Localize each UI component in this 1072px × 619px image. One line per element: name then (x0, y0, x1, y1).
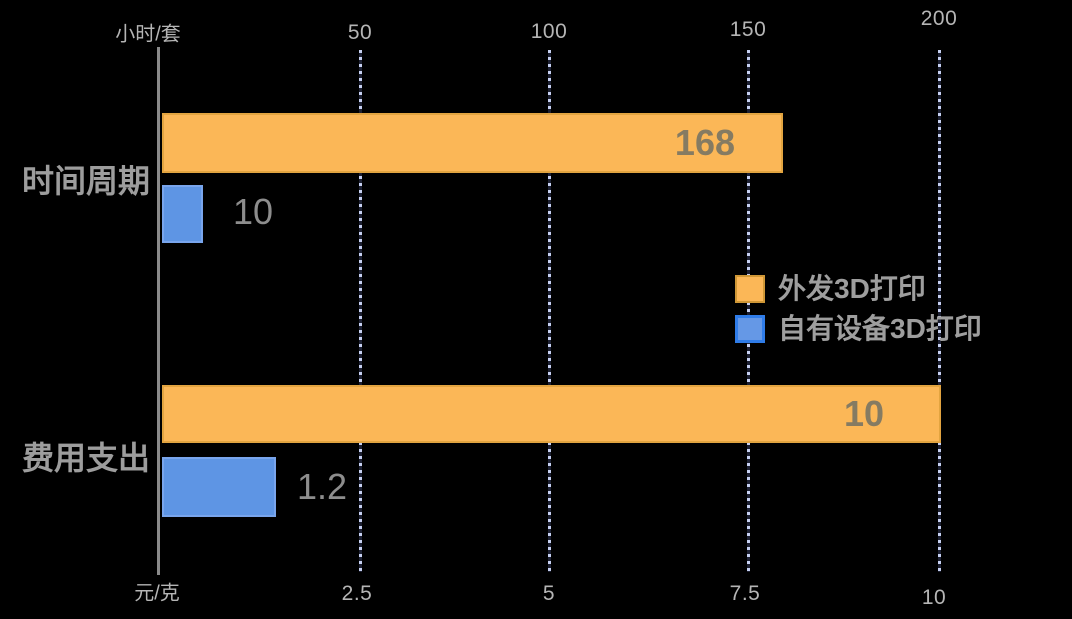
legend-label: 外发3D打印 (778, 273, 926, 304)
bar-outsourced-time (162, 113, 783, 173)
legend-item-own-equipment: 自有设备3D打印 (735, 315, 982, 343)
top-axis-tick: 100 (530, 20, 568, 43)
top-axis-tick: 200 (920, 7, 958, 30)
bar-value-label: 10 (843, 393, 884, 434)
legend-swatch-orange (735, 275, 765, 303)
legend-item-outsourced: 外发3D打印 (735, 275, 982, 303)
gridline (548, 50, 551, 572)
bottom-axis-unit-label: 元/克 (134, 582, 180, 605)
gridline (747, 50, 750, 572)
top-axis-tick: 50 (347, 21, 373, 44)
bottom-axis-tick: 5 (542, 582, 556, 605)
top-axis-unit-label: 小时/套 (115, 23, 181, 46)
category-axis-line (157, 47, 160, 575)
legend-swatch-blue (735, 315, 765, 343)
top-axis-tick: 150 (729, 18, 767, 41)
legend: 外发3D打印 自有设备3D打印 (735, 275, 982, 355)
bar-own-equipment-cost (162, 457, 276, 517)
bottom-axis-tick: 2.5 (341, 582, 373, 605)
bottom-axis-tick: 7.5 (729, 582, 761, 605)
bar-outsourced-cost (162, 385, 941, 443)
bar-value-label: 168 (674, 122, 735, 163)
category-label-time-cycle: 时间周期 (21, 163, 150, 199)
bar-value-label: 10 (233, 191, 274, 232)
category-label-cost: 费用支出 (21, 440, 150, 476)
bar-own-equipment-time (162, 185, 203, 243)
bottom-axis-tick: 10 (921, 586, 947, 609)
gridline (359, 50, 362, 572)
legend-label: 自有设备3D打印 (778, 313, 982, 344)
gridline (938, 50, 941, 572)
bar-value-label: 1.2 (297, 466, 348, 507)
